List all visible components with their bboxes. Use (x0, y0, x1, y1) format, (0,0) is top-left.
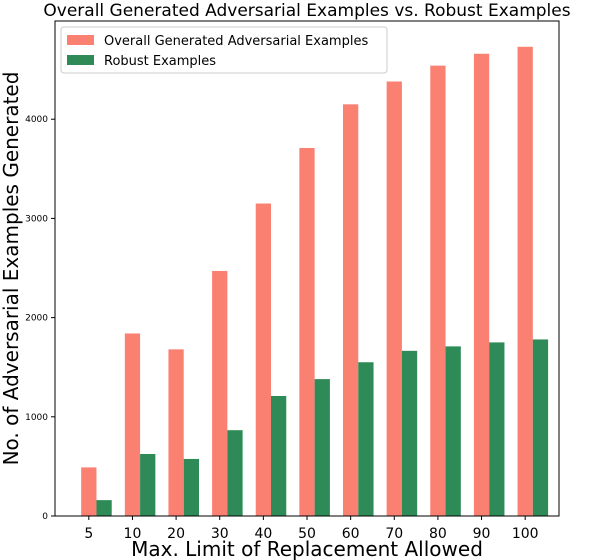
robust-bar-20 (183, 458, 199, 516)
legend-label: Overall Generated Adversarial Examples (104, 34, 368, 49)
x-tick-label: 100 (512, 526, 539, 542)
robust-bar-70 (401, 350, 418, 516)
x-tick-label: 10 (124, 526, 142, 542)
x-tick-label: 50 (298, 526, 316, 542)
y-tick-label: 0 (42, 512, 48, 522)
y-tick-label: 1000 (25, 413, 48, 423)
y-axis-label: No. of Adversarial Examples Generated (0, 72, 23, 466)
chart-title: Overall Generated Adversarial Examples v… (43, 1, 570, 21)
overall-bar-5 (81, 467, 97, 516)
x-axis-label: Max. Limit of Replacement Allowed (131, 537, 483, 560)
overall-bar-70 (386, 81, 402, 516)
x-axis: 5 10 20 30 40 50 60 70 80 90 100 (84, 516, 539, 542)
robust-bar-30 (227, 430, 243, 516)
x-tick-label: 80 (429, 526, 447, 542)
x-tick-label: 60 (342, 526, 360, 542)
robust-bar-10 (140, 454, 156, 516)
y-tick-label: 2000 (25, 314, 48, 324)
x-tick-label: 5 (84, 526, 93, 542)
y-tick-label: 4000 (25, 115, 48, 125)
x-tick-label: 20 (167, 526, 185, 542)
overall-bar-20 (168, 349, 184, 516)
robust-bar-100 (532, 339, 549, 516)
x-tick-label: 40 (254, 526, 272, 542)
legend: Overall Generated Adversarial Examples Ro… (60, 26, 388, 74)
overall-bar-40 (255, 203, 271, 516)
legend-label: Robust Examples (104, 54, 216, 69)
robust-bar-80 (445, 346, 461, 516)
overall-bar-50 (299, 147, 315, 516)
robust-bar-5 (96, 500, 112, 516)
robust-bar-50 (314, 379, 330, 516)
overall-bar-30 (212, 270, 228, 516)
x-tick-label: 30 (211, 526, 229, 542)
overall-bar-100 (517, 46, 533, 516)
x-tick-label: 70 (385, 526, 403, 542)
legend-swatch (67, 55, 94, 65)
y-axis: 0 1000 2000 3000 4000 (25, 115, 55, 522)
overall-bar-90 (473, 53, 490, 517)
overall-bar-60 (343, 104, 359, 516)
legend-swatch (67, 35, 94, 45)
legend-box (60, 26, 388, 74)
overall-bar-10 (124, 333, 141, 516)
y-tick-label: 3000 (25, 214, 48, 224)
x-tick-label: 90 (473, 526, 491, 542)
robust-bar-40 (271, 395, 287, 516)
robust-bar-90 (489, 342, 505, 516)
bars-layer (81, 46, 549, 517)
overall-bar-80 (430, 65, 446, 516)
robust-bar-60 (358, 362, 374, 516)
